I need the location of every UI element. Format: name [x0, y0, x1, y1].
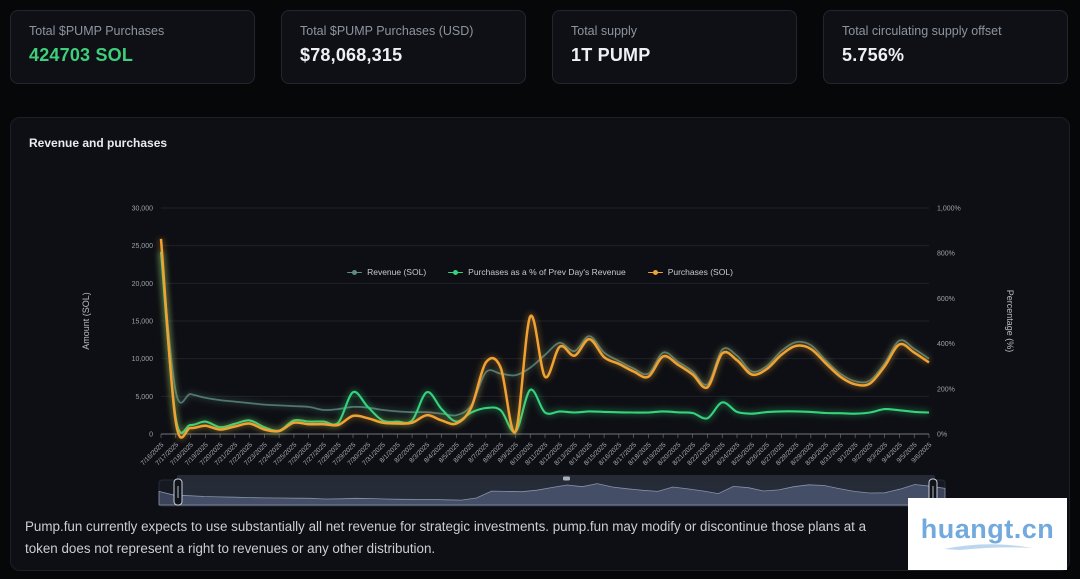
right-axis-tick: 600% [937, 296, 955, 303]
stat-card-value: 424703 SOL [29, 45, 134, 65]
right-axis-tick: 800% [937, 251, 955, 258]
left-axis-tick: 20,000 [132, 281, 154, 288]
left-axis-tick: 30,000 [132, 206, 154, 213]
brush-rail[interactable] [177, 475, 935, 482]
legend-label: Revenue (SOL) [367, 267, 427, 277]
stat-card-label: Total $PUMP Purchases (USD) [300, 24, 474, 38]
chart-title: Revenue and purchases [29, 136, 168, 150]
stat-card-value: 5.756% [842, 45, 905, 65]
stat-card-value: 1T PUMP [571, 45, 651, 65]
stat-card-label: Total supply [571, 24, 638, 38]
series-line-2 [159, 238, 930, 439]
stat-card-label: Total $PUMP Purchases [29, 24, 165, 38]
stat-card-total-supply: Total supply 1T PUMP [552, 10, 797, 84]
legend-line-icon [347, 269, 363, 275]
stat-card-total-pump-purchases: Total $PUMP Purchases 424703 SOL [10, 10, 255, 84]
legend-line-icon [647, 269, 663, 275]
stat-card-value: $78,068,315 [300, 45, 403, 65]
stat-cards: Total $PUMP Purchases 424703 SOL Total $… [10, 10, 1068, 84]
brush-preview-area [158, 483, 946, 506]
series-glow-0 [158, 251, 931, 419]
stat-card-label: Total circulating supply offset [842, 24, 1002, 38]
chart-legend: Revenue (SOL) Purchases as a % of Prev Da… [11, 267, 1069, 277]
brush-drag-dot[interactable] [563, 476, 570, 481]
chart-panel: Revenue and purchases Revenue (SOL) Purch… [10, 117, 1070, 571]
legend-label: Purchases as a % of Prev Day's Revenue [468, 267, 626, 277]
legend-item-1[interactable]: Purchases as a % of Prev Day's Revenue [448, 267, 626, 277]
watermark-swoosh-icon [943, 544, 1032, 550]
legend-item-2[interactable]: Purchases (SOL) [647, 267, 733, 277]
right-axis-tick: 1,000% [937, 206, 961, 213]
left-axis-tick: 25,000 [132, 243, 154, 250]
series-line-0 [160, 251, 930, 417]
watermark-badge: huangt.cn [908, 498, 1067, 570]
brush-selection[interactable] [177, 480, 933, 506]
left-axis-tick: 5,000 [135, 394, 153, 401]
legend-label: Purchases (SOL) [667, 267, 733, 277]
revenue-purchases-chart: 0 5,000 10,000 15,000 20,000 25,000 30,000 0% 20… [11, 190, 1071, 520]
disclaimer-line-1: Pump.fun currently expects to use substa… [25, 519, 867, 534]
stat-card-total-pump-purchases-usd: Total $PUMP Purchases (USD) $78,068,315 [281, 10, 526, 84]
left-axis-tick: 0 [149, 432, 153, 439]
disclaimer-text: Pump.fun currently expects to use substa… [25, 516, 1059, 560]
disclaimer-line-2: token does not represent a right to reve… [25, 541, 436, 556]
left-axis-title: Amount (SOL) [81, 292, 91, 350]
legend-item-0[interactable]: Revenue (SOL) [347, 267, 426, 277]
chart-canvas: 0 5,000 10,000 15,000 20,000 25,000 30,000 0% 20… [81, 206, 1015, 507]
watermark-text: huangt.cn [920, 514, 1055, 544]
right-axis-tick: 400% [937, 341, 955, 348]
right-axis-tick: 0% [937, 432, 947, 439]
left-axis-tick: 15,000 [132, 319, 154, 326]
stat-card-circulating-supply-offset: Total circulating supply offset 5.756% [823, 10, 1068, 84]
left-axis-tick: 10,000 [132, 356, 154, 363]
right-axis-title: Percentage (%) [1005, 290, 1015, 353]
right-axis-tick: 200% [937, 386, 955, 393]
legend-line-icon [448, 269, 464, 275]
